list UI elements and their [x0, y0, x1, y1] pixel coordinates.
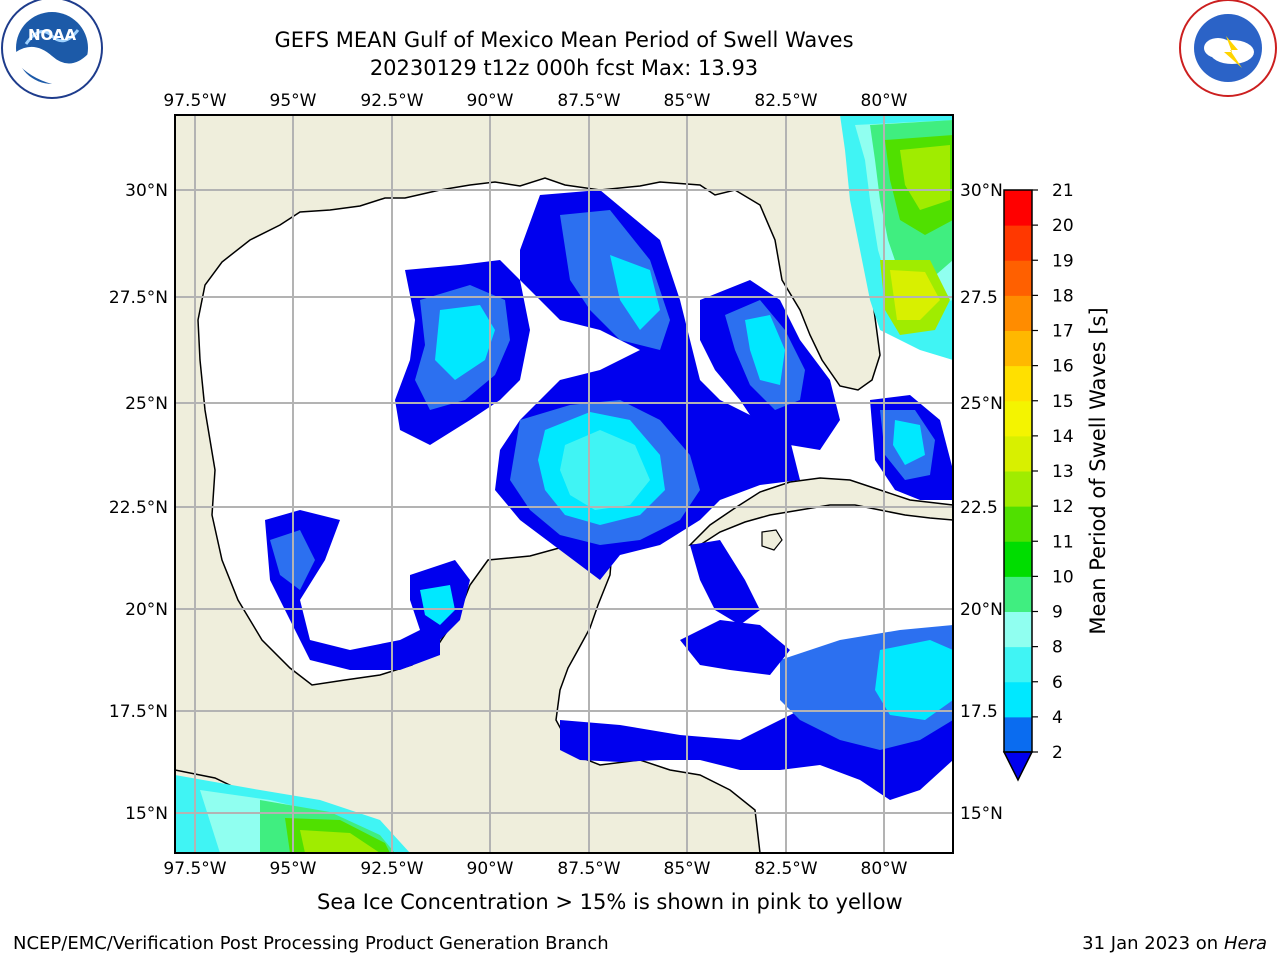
lon-label-top: 85°W [664, 91, 711, 111]
colorbar-tick-label: 4 [1052, 708, 1063, 728]
colorbar-tick-label: 12 [1052, 497, 1074, 517]
footer-date: 31 Jan 2023 on Hera [1082, 933, 1267, 954]
swell-period-field [175, 115, 953, 853]
colorbar-segment [1004, 716, 1032, 753]
lat-label-right: 20°N [960, 600, 1003, 620]
colorbar-tick-label: 13 [1052, 462, 1074, 482]
colorbar-segment [1004, 576, 1032, 612]
lon-label-top: 80°W [861, 91, 908, 111]
lat-label-left: 27.5°N [109, 288, 168, 308]
colorbar-segment [1004, 681, 1032, 718]
lon-label-bottom: 85°W [664, 859, 711, 879]
noaa-logo: NOAA [1, 0, 103, 99]
lat-label-right: 30°N [960, 181, 1003, 201]
lon-label-top: 92.5°W [360, 91, 423, 111]
colorbar-tick-label: 19 [1052, 251, 1074, 271]
colorbar-tick-label: 9 [1052, 603, 1063, 623]
colorbar-segment [1004, 400, 1032, 437]
land-isle-of-youth [761, 529, 783, 551]
colorbar-tick-label: 18 [1052, 286, 1074, 306]
lon-label-top: 82.5°W [754, 91, 817, 111]
sea-ice-note: Sea Ice Concentration > 15% is shown in … [317, 890, 903, 914]
lon-label-bottom: 82.5°W [754, 859, 817, 879]
lon-label-bottom: 92.5°W [360, 859, 423, 879]
lat-label-left: 25°N [125, 394, 168, 414]
lon-label-bottom: 97.5°W [163, 859, 226, 879]
land-cuba [688, 477, 953, 546]
lon-label-bottom: 95°W [270, 859, 317, 879]
chart-subtitle: 20230129 t12z 000h fcst Max: 13.93 [369, 56, 759, 80]
chart-title: GEFS MEAN Gulf of Mexico Mean Period of … [274, 28, 854, 52]
colorbar-tick-label: 21 [1052, 181, 1074, 201]
lon-label-top: 97.5°W [163, 91, 226, 111]
colorbar-segment [1004, 295, 1032, 331]
footer-host: Hera [1223, 933, 1267, 954]
lon-label-top: 95°W [270, 91, 317, 111]
lat-label-right: 17.5 [960, 702, 998, 722]
colorbar-segment [1004, 471, 1032, 507]
colorbar-tick-label: 11 [1052, 532, 1074, 552]
lat-label-left: 22.5°N [109, 498, 168, 518]
colorbar-segment [1004, 190, 1032, 226]
lat-label-left: 15°N [125, 804, 168, 824]
colorbar-segment [1004, 646, 1032, 683]
lat-label-right: 25°N [960, 394, 1003, 414]
lat-label-right: 15°N [960, 804, 1003, 824]
lon-label-top: 90°W [467, 91, 514, 111]
lat-label-right: 22.5 [960, 498, 998, 518]
lon-label-bottom: 80°W [861, 859, 908, 879]
colorbar-tick-label: 16 [1052, 357, 1074, 377]
colorbar-segment [1004, 541, 1032, 577]
colorbar-segment [1004, 330, 1032, 367]
colorbar-segment [1004, 225, 1032, 261]
lat-label-right: 27.5 [960, 288, 998, 308]
colorbar-segment [1004, 365, 1032, 402]
colorbar-segment [1004, 506, 1032, 542]
colorbar-segment [1004, 435, 1032, 472]
colorbar-label: Mean Period of Swell Waves [s] [1086, 307, 1110, 634]
lon-label-top: 87.5°W [557, 91, 620, 111]
footer-date-text: 31 Jan 2023 on [1082, 933, 1224, 954]
colorbar-extend-arrow [1002, 751, 1034, 782]
colorbar-tick-label: 20 [1052, 216, 1074, 236]
colorbar-tick-label: 10 [1052, 567, 1074, 587]
colorbar: 2 4 6 8 9 10 11 12 13 14 15 16 17 18 19 20 21 [1002, 181, 1074, 782]
colorbar-segment [1004, 611, 1032, 648]
colorbar-tick-label: 15 [1052, 392, 1074, 412]
lat-label-left: 30°N [125, 181, 168, 201]
map-frame [174, 114, 954, 854]
lat-label-left: 20°N [125, 600, 168, 620]
colorbar-tick-label: 6 [1052, 673, 1063, 693]
noaa-logo-name: NOAA [28, 26, 77, 44]
footer-credit: NCEP/EMC/Verification Post Processing Pr… [13, 933, 609, 954]
lat-label-left: 17.5°N [109, 702, 168, 722]
colorbar-tick-label: 17 [1052, 322, 1074, 342]
lon-label-bottom: 87.5°W [557, 859, 620, 879]
colorbar-tick-label: 14 [1052, 427, 1074, 447]
lon-label-bottom: 90°W [467, 859, 514, 879]
colorbar-tick-label: 8 [1052, 638, 1063, 658]
graticule [175, 115, 953, 853]
colorbar-segment [1004, 260, 1032, 296]
colorbar-tick-label: 2 [1052, 743, 1063, 763]
nws-logo [1179, 0, 1277, 97]
